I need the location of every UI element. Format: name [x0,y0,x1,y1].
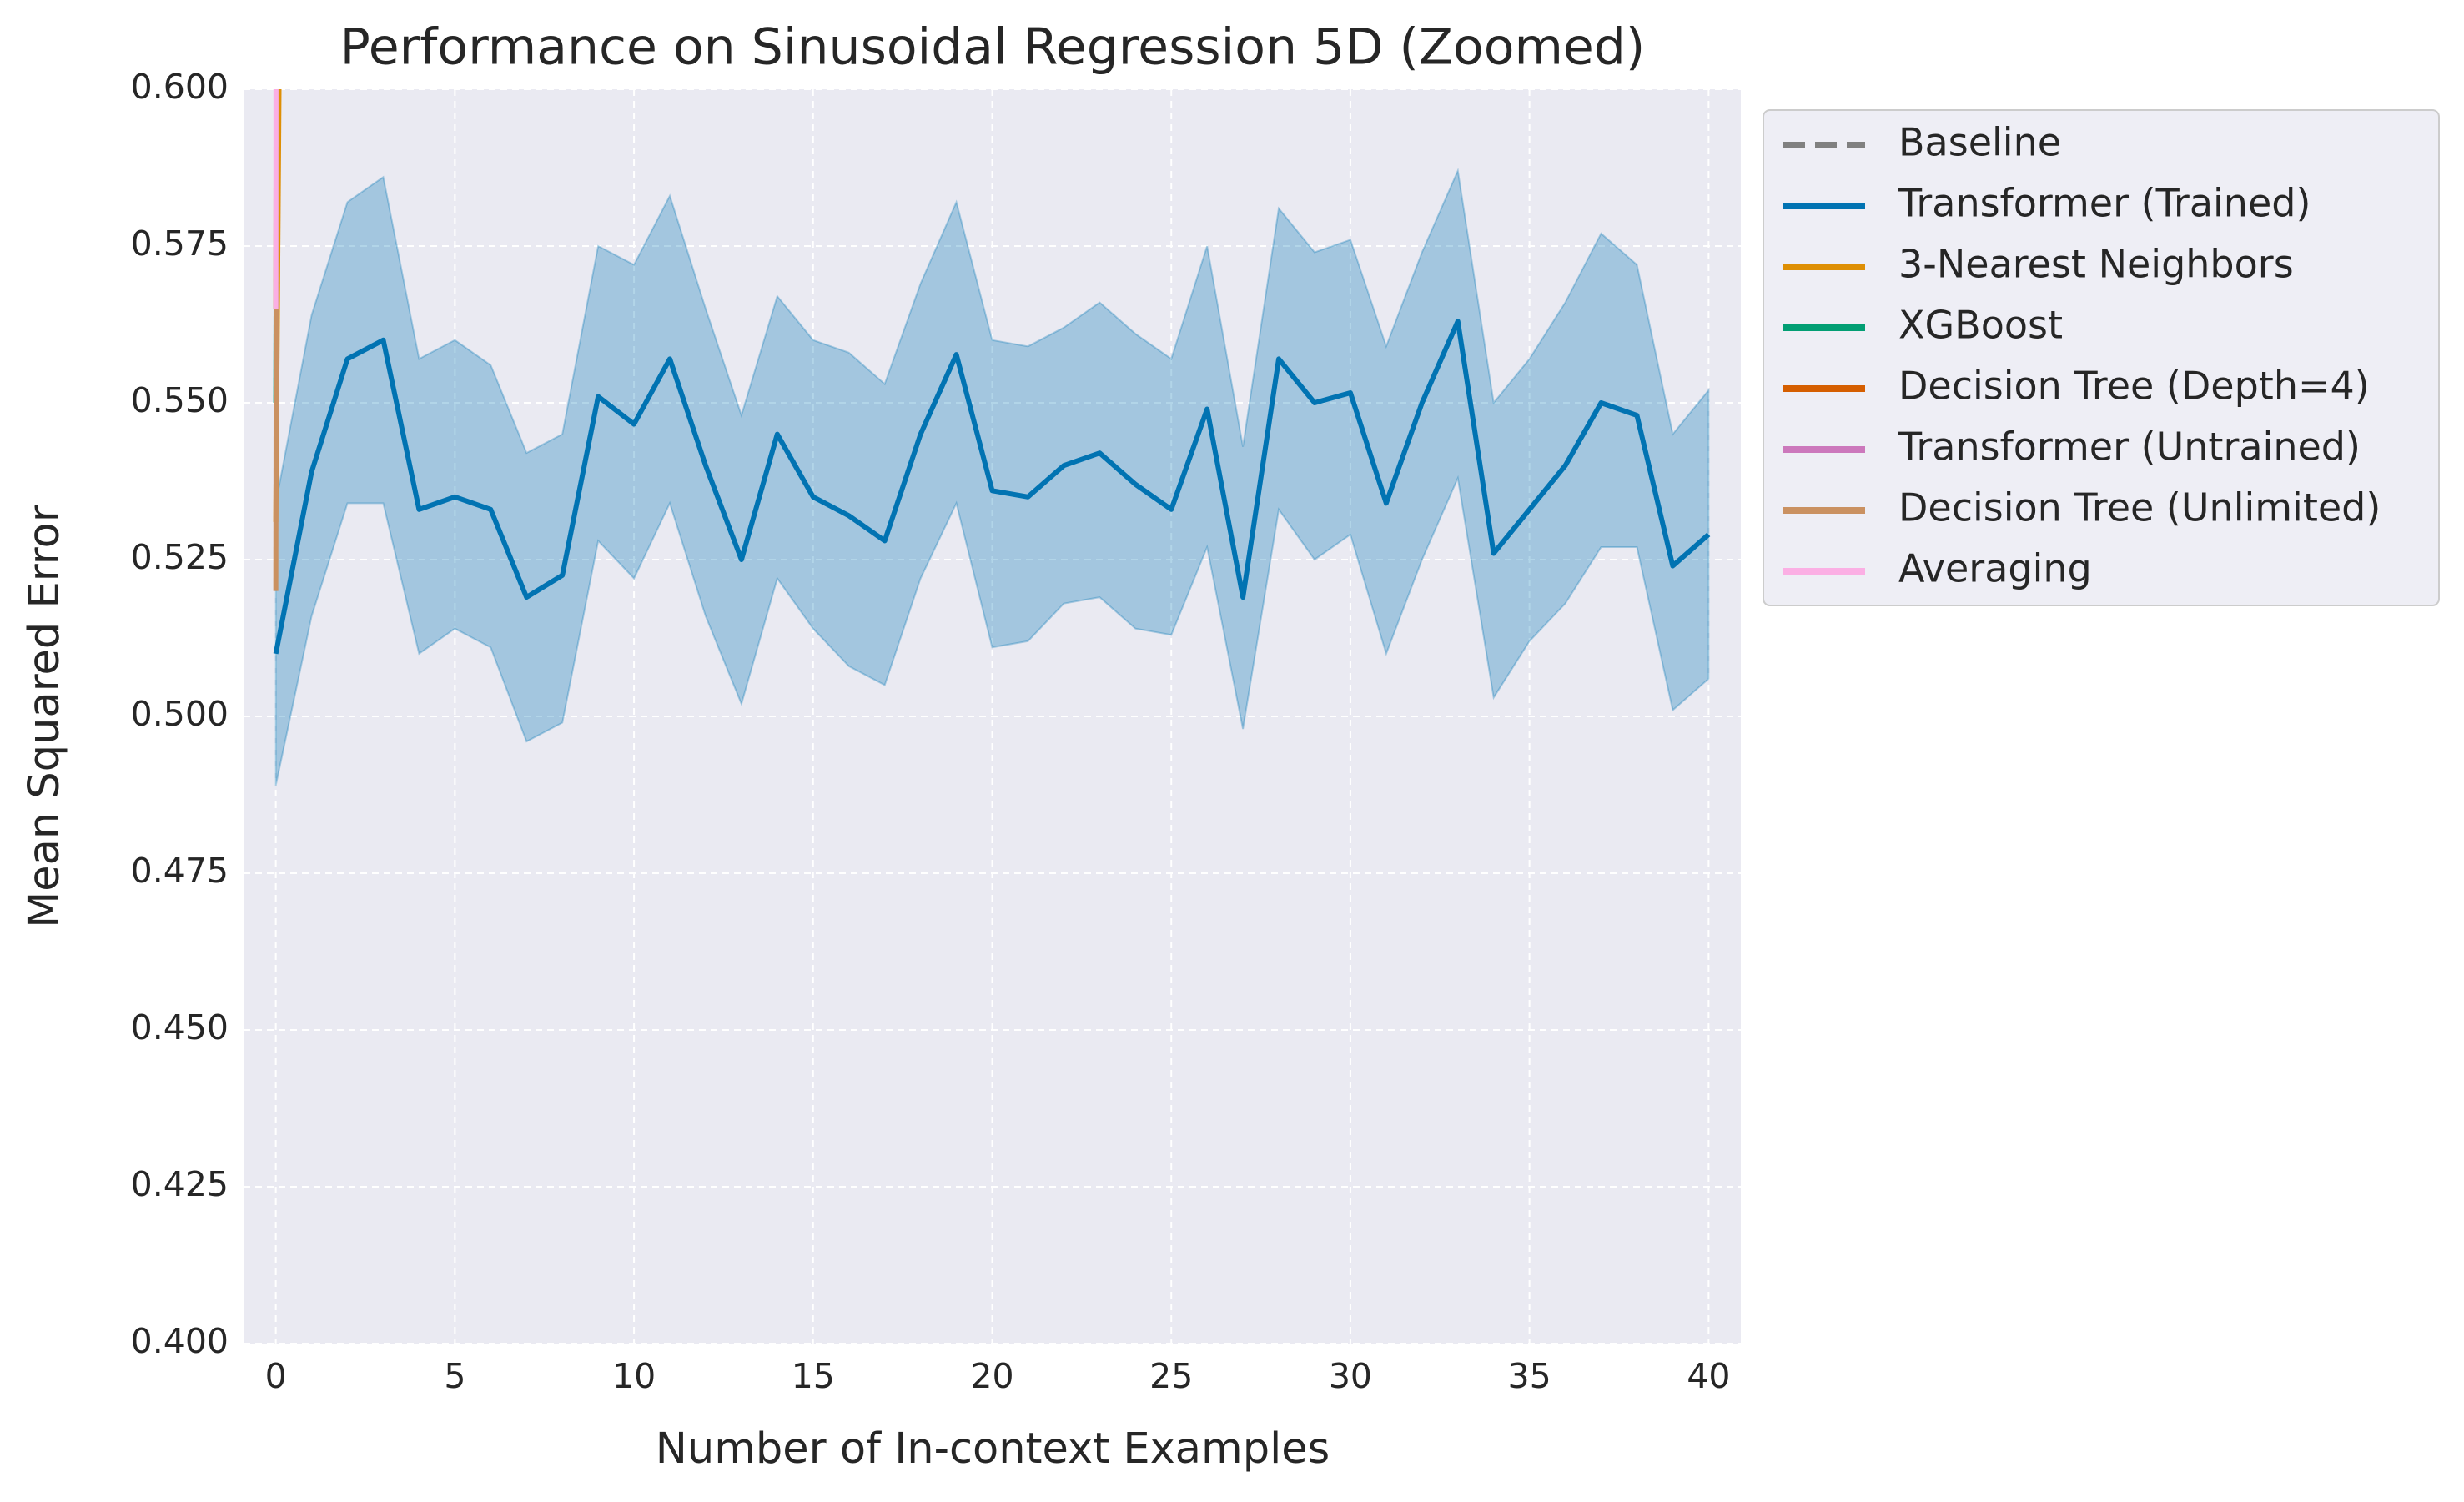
y-tick-label: 0.500 [131,694,229,734]
x-tick-label: 30 [1329,1356,1372,1396]
x-tick-label: 5 [444,1356,465,1396]
y-tick-label: 0.400 [131,1321,229,1361]
y-axis-label: Mean Squared Error [20,505,69,928]
legend-label: Decision Tree (Depth=4) [1898,364,2370,409]
legend: Baseline Transformer (Trained) 3-Nearest N… [1783,120,2381,591]
y-tick-label: 0.550 [131,380,229,420]
y-tick-label: 0.600 [131,67,229,107]
legend-label: Transformer (Trained) [1898,181,2311,226]
marks [273,89,1711,786]
legend-label: XGBoost [1898,303,2063,348]
x-tick-label: 10 [612,1356,656,1396]
x-tick-label: 40 [1687,1356,1730,1396]
legend-label: Transformer (Untrained) [1898,424,2361,470]
y-tick-label: 0.575 [131,224,229,264]
x-tick-label: 20 [970,1356,1013,1396]
legend-label: 3-Nearest Neighbors [1898,242,2294,287]
series-line [273,319,1711,655]
legend-label: Averaging [1898,546,2092,591]
grid [244,88,1741,1344]
confidence-band [274,168,1710,786]
x-tick-label: 35 [1508,1356,1551,1396]
legend-label: Decision Tree (Unlimited) [1898,485,2381,530]
y-tick-label: 0.475 [131,851,229,891]
legend-label: Baseline [1898,120,2061,165]
legend-box [1763,109,2440,606]
y-tick-label: 0.525 [131,537,229,577]
x-tick-label: 0 [265,1356,287,1396]
y-tick-label: 0.450 [131,1007,229,1047]
x-tick-label: 15 [792,1356,835,1396]
ticks: 0.400 0.425 0.450 0.475 0.500 0.525 0.550 0.575… [131,67,1731,1396]
x-axis-label: Number of In-context Examples [656,1424,1330,1474]
y-tick-label: 0.425 [131,1164,229,1204]
x-tick-label: 25 [1149,1356,1193,1396]
chart-title: Performance on Sinusoidal Regression 5D … [340,18,1646,77]
